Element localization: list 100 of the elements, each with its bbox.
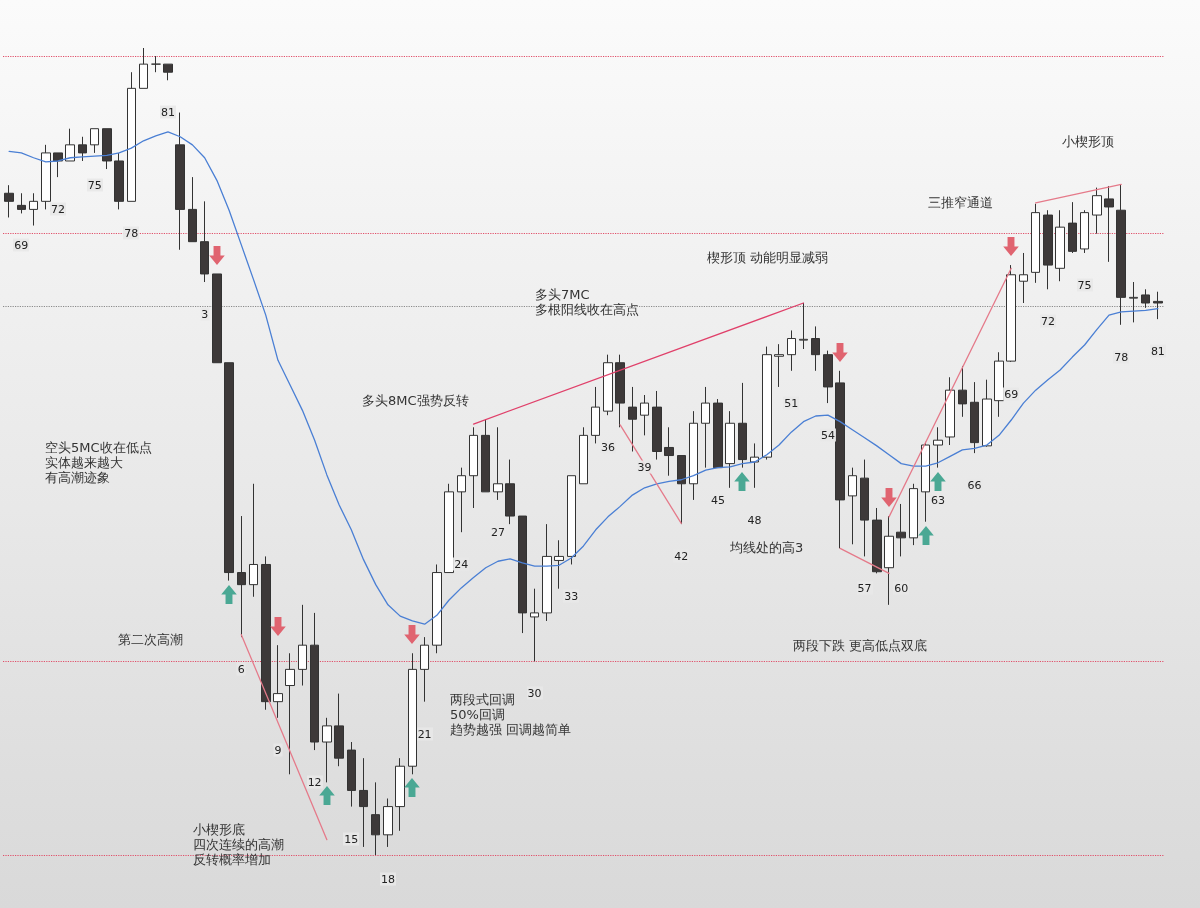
- candlestick: [188, 176, 197, 243]
- candlestick: [371, 781, 380, 856]
- candlestick: [652, 390, 662, 461]
- x-tick-label: 39: [636, 460, 653, 474]
- x-tick-label: 15: [343, 832, 360, 846]
- candlestick: [1092, 187, 1102, 235]
- annotation: 小楔形底四次连续的高潮反转概率增加: [193, 822, 284, 867]
- candlestick: [505, 459, 515, 525]
- x-tick-label: 54: [819, 428, 836, 442]
- x-tick-label: 66: [966, 478, 983, 492]
- annotation: 多头8MC强势反转: [362, 393, 469, 408]
- x-tick-label: 24: [453, 557, 470, 571]
- candlestick: [1006, 264, 1016, 363]
- candlestick: [542, 523, 552, 622]
- candlestick: [4, 184, 14, 218]
- x-tick-label: 27: [489, 525, 506, 539]
- candlestick: [408, 652, 417, 775]
- candlestick: [835, 370, 845, 549]
- x-tick-label: 18: [379, 872, 396, 886]
- x-tick-label: 33: [563, 589, 580, 603]
- x-tick-label: 48: [746, 513, 763, 527]
- annotation: 空头5MC收在低点实体越来越大有高潮迹象: [45, 440, 152, 485]
- candlestick: [1153, 291, 1163, 320]
- candlestick: [285, 652, 295, 775]
- candlestick: [310, 612, 319, 751]
- candlestick: [1043, 209, 1053, 290]
- candlestick: [994, 351, 1004, 418]
- candlestick: [1019, 252, 1028, 304]
- candlestick: [41, 144, 51, 210]
- candlestick: [713, 398, 723, 469]
- annotation: 多头7MC多根阳线收在高点: [535, 287, 639, 317]
- candlestick: [884, 515, 894, 606]
- annotation: 楔形顶 动能明显减弱: [707, 250, 829, 265]
- candlestick: [469, 426, 478, 509]
- candlestick: [175, 112, 185, 251]
- x-tick-label: 60: [893, 581, 910, 595]
- candlestick: [432, 563, 442, 654]
- candlestick: [762, 346, 772, 461]
- candlestick: [1055, 209, 1065, 282]
- candlestick: [725, 410, 735, 489]
- annotation: 第二次高潮: [118, 632, 183, 647]
- candlestick: [970, 381, 979, 454]
- candlestick: [78, 136, 87, 162]
- candlestick: [909, 483, 918, 546]
- candlestick: [530, 588, 539, 662]
- x-tick-label: 57: [856, 581, 873, 595]
- x-tick-label: 72: [1039, 314, 1056, 328]
- candlestick: [1080, 209, 1089, 254]
- candlestick: [322, 717, 332, 783]
- candlestick: [848, 467, 857, 545]
- x-tick-label: 45: [709, 493, 726, 507]
- x-tick-label: 81: [1149, 344, 1166, 358]
- candlestick: [1129, 281, 1138, 323]
- candlestick: [444, 483, 454, 574]
- candlestick: [921, 441, 930, 523]
- candlestick: [640, 394, 649, 436]
- x-tick-label: 63: [929, 493, 946, 507]
- candlestick: [738, 382, 747, 469]
- candlestick: [774, 343, 784, 388]
- candlestick: [982, 379, 992, 448]
- candlestick: [701, 386, 710, 469]
- candlestick: [29, 192, 38, 227]
- candlestick: [1068, 201, 1077, 254]
- candlestick: [298, 604, 307, 687]
- x-tick-label: 51: [783, 396, 800, 410]
- x-tick-label: 81: [159, 105, 176, 119]
- x-tick-label: 72: [49, 202, 66, 216]
- candlestick: [1104, 185, 1114, 263]
- candlestick: [65, 128, 75, 162]
- x-tick-label: 78: [1113, 350, 1130, 364]
- candlestick: [493, 426, 503, 501]
- candlestick: [114, 152, 124, 210]
- candlestick: [689, 410, 698, 501]
- x-tick-label: 69: [1003, 387, 1020, 401]
- x-tick-label: 75: [86, 178, 103, 192]
- candlestick: [677, 455, 686, 525]
- candlestick: [383, 798, 393, 848]
- candlestick: [799, 302, 808, 350]
- annotation: 小楔形顶: [1062, 134, 1114, 149]
- annotation: 均线处的高3: [730, 540, 804, 555]
- x-tick-label: 36: [599, 440, 616, 454]
- candlestick: [615, 354, 625, 428]
- x-tick-label: 12: [306, 775, 323, 789]
- candlestick: [481, 418, 490, 493]
- candlestick: [1031, 203, 1040, 284]
- x-tick-label: 75: [1076, 278, 1093, 292]
- candlestick: [273, 644, 283, 719]
- candlestick: [457, 467, 466, 533]
- x-tick-label: 78: [123, 226, 140, 240]
- candlestick: [347, 741, 356, 808]
- x-tick-label: 42: [673, 549, 690, 563]
- candlestick: [579, 426, 588, 485]
- candlestick: [750, 442, 759, 489]
- candlestick: [567, 475, 576, 565]
- candlestick: [127, 71, 136, 202]
- x-tick-label: 6: [236, 662, 246, 676]
- candlestick: [933, 426, 943, 469]
- candlestick: [518, 515, 527, 634]
- candlestick: [102, 128, 112, 170]
- candlestick: [811, 325, 820, 372]
